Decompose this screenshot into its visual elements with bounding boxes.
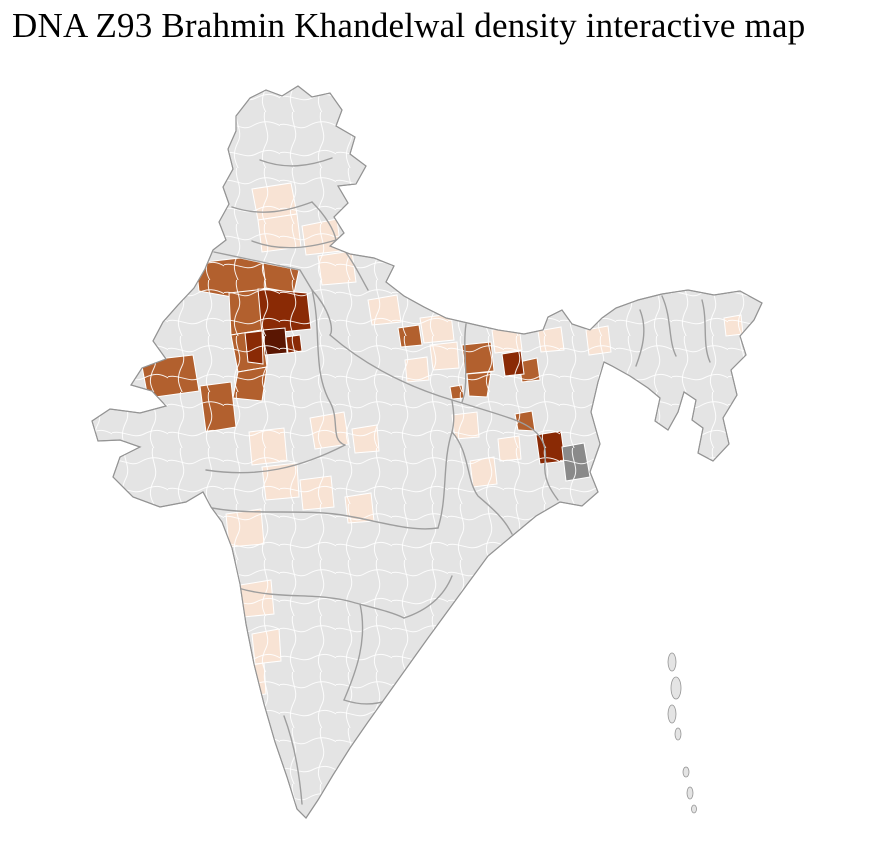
state-border-line xyxy=(311,289,333,336)
state-border-line xyxy=(311,201,337,241)
state-border-line xyxy=(213,251,313,291)
state-border-line xyxy=(403,575,453,619)
state-border-line xyxy=(231,201,313,213)
island xyxy=(686,786,694,800)
district-mesh-fill xyxy=(92,86,762,818)
island xyxy=(691,804,697,814)
state-border-line xyxy=(311,289,346,446)
state-border-line xyxy=(635,309,645,367)
state-border-line xyxy=(251,239,337,249)
state-border-line xyxy=(701,299,711,363)
island xyxy=(667,652,677,672)
island xyxy=(670,676,682,700)
page-title: DNA Z93 Brahmin Khandelwal density inter… xyxy=(12,6,806,45)
state-border-line xyxy=(343,603,364,701)
state-border-line xyxy=(211,507,439,530)
state-border-line xyxy=(237,587,405,619)
island xyxy=(682,766,690,778)
island xyxy=(667,704,677,724)
state-border-line xyxy=(259,157,333,167)
state-border-line xyxy=(205,444,346,474)
district-mesh xyxy=(92,86,762,818)
state-border-line xyxy=(661,295,677,357)
state-border-line xyxy=(283,715,303,805)
state-border-line xyxy=(329,334,516,421)
island xyxy=(674,727,682,741)
state-border-line xyxy=(451,431,513,535)
state-border-line xyxy=(461,323,467,403)
andaman-nicobar-islands xyxy=(667,652,697,814)
state-border-line xyxy=(514,419,559,501)
